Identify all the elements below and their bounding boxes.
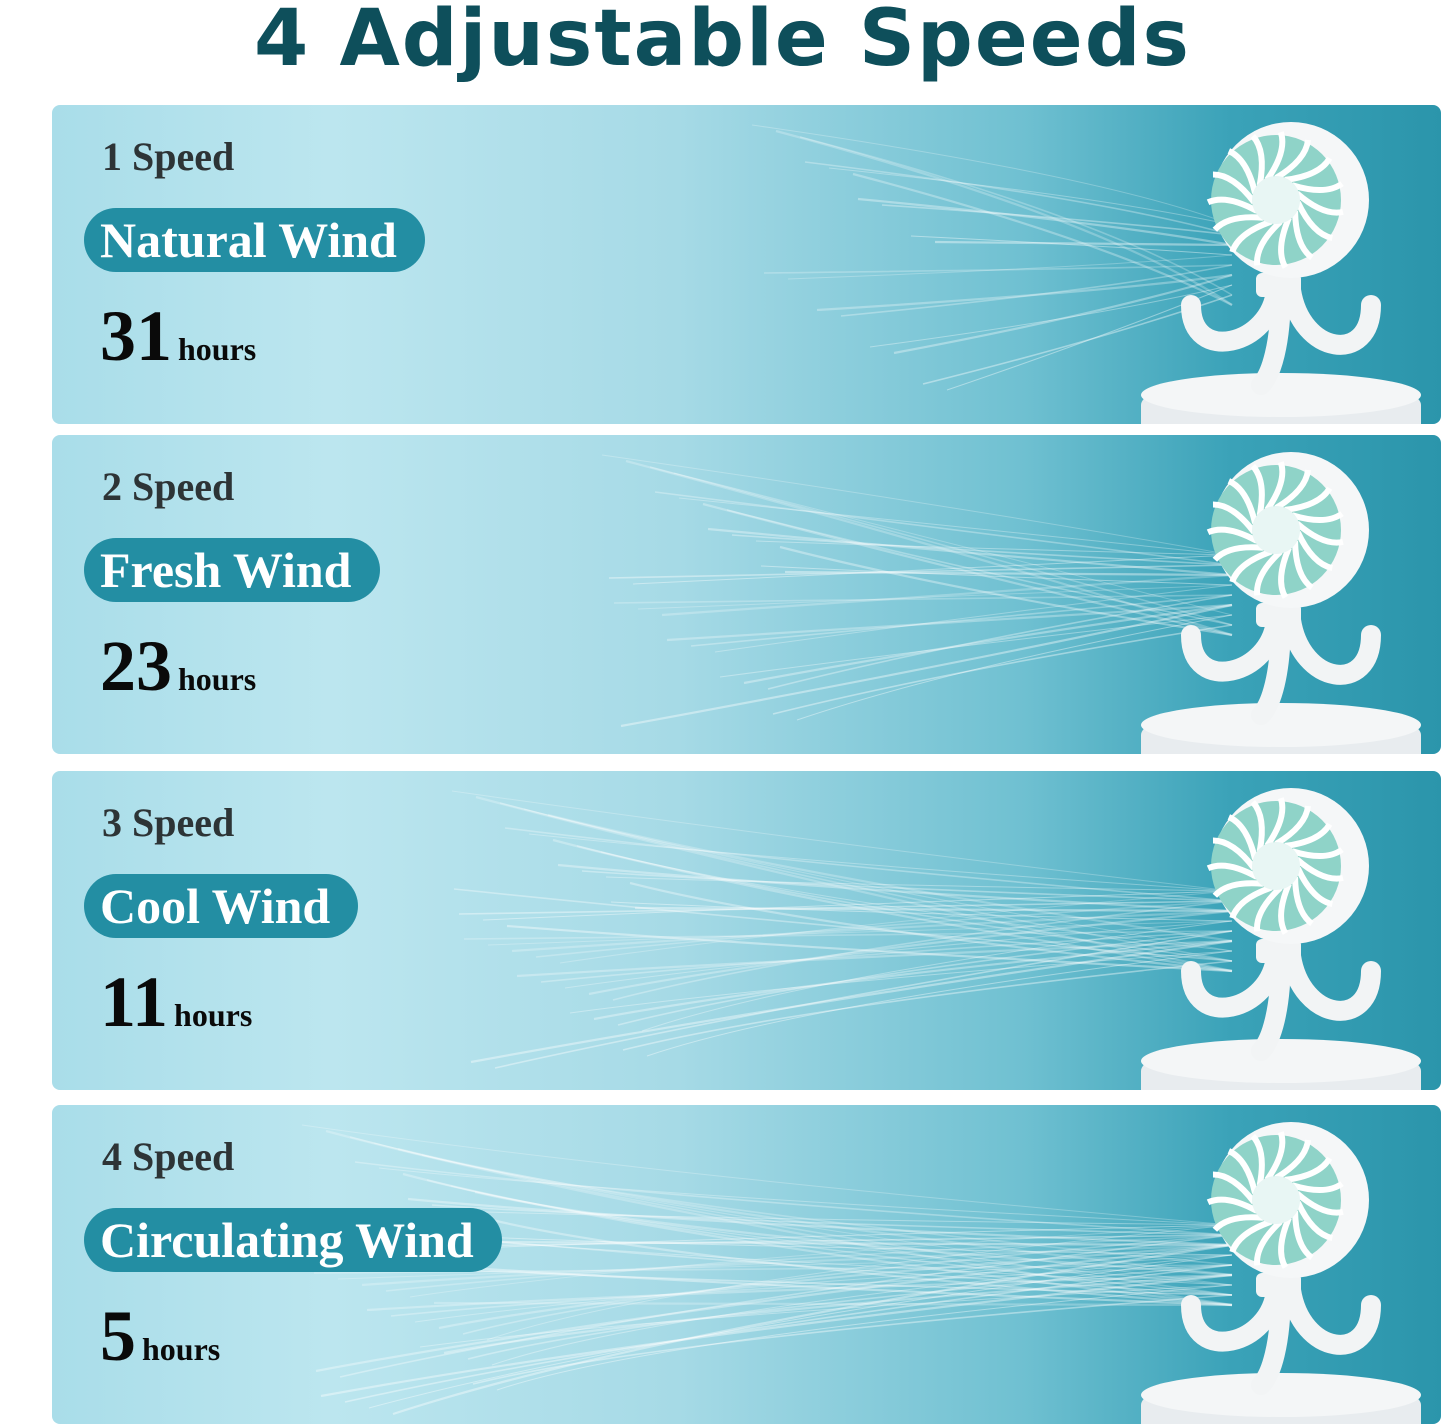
wind-streaks-icon [751, 124, 1233, 391]
speed-panel-1: 1 Speed Natural Wind 31 hours [52, 105, 1441, 424]
runtime: 23 hours [100, 625, 256, 708]
wind-streaks-icon [451, 790, 1233, 1069]
tripod-fan-icon [1141, 1122, 1421, 1424]
speed-panel-3: 3 Speed Cool Wind 11 hours [52, 771, 1441, 1090]
runtime-unit: hours [142, 1331, 221, 1367]
tripod-fan-icon [1141, 788, 1421, 1090]
wind-streaks-icon [601, 454, 1233, 728]
runtime-unit: hours [178, 661, 257, 697]
speed-label: 1 Speed [102, 134, 235, 179]
speed-label: 2 Speed [102, 464, 235, 509]
mode-badge: Cool Wind [84, 874, 359, 938]
speed-label: 4 Speed [102, 1134, 235, 1179]
runtime: 5 hours [100, 1295, 220, 1378]
runtime-value: 23 [100, 626, 172, 706]
mode-badge: Fresh Wind [84, 538, 380, 602]
speed-panel-2: 2 Speed Fresh Wind 23 hours [52, 435, 1441, 754]
speed-panel-4: 4 Speed Circulating Wind 5 hours [52, 1105, 1441, 1424]
runtime: 11 hours [100, 961, 252, 1044]
speed-label: 3 Speed [102, 800, 235, 845]
runtime: 31 hours [100, 295, 256, 378]
runtime-value: 5 [100, 1296, 136, 1376]
runtime-value: 11 [100, 962, 169, 1042]
tripod-fan-icon [1141, 452, 1421, 754]
runtime-value: 31 [100, 296, 172, 376]
mode-badge: Circulating Wind [84, 1208, 502, 1272]
runtime-unit: hours [178, 331, 257, 367]
tripod-fan-icon [1141, 122, 1421, 424]
wind-streaks-icon [301, 1124, 1233, 1416]
page-title: 4 Adjustable Speeds [254, 0, 1191, 84]
runtime-unit: hours [174, 997, 253, 1033]
mode-badge: Natural Wind [84, 208, 425, 272]
